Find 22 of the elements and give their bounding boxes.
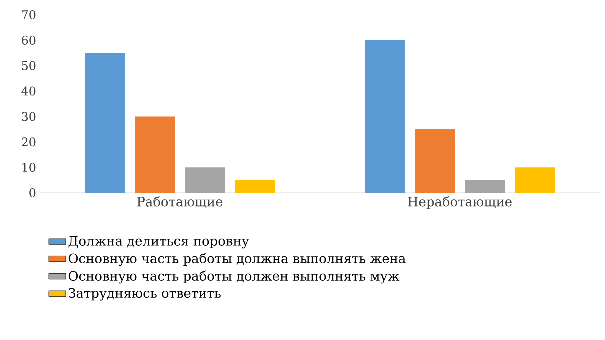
legend-label: Основную часть работы должна выполнять жена [68, 253, 406, 266]
bar [465, 180, 506, 193]
bar [365, 40, 406, 193]
legend-label: Должна делиться поровну [68, 236, 250, 249]
y-tick-label: 70 [22, 10, 36, 20]
bar [85, 53, 125, 193]
x-tick-label: Неработающие [408, 196, 512, 210]
bar [185, 168, 225, 193]
y-tick-label: 60 [22, 36, 36, 45]
legend-label: Основную часть работы должен выполнять муж [68, 270, 400, 284]
y-tick-label: 10 [22, 163, 36, 172]
y-tick-label: 50 [22, 61, 36, 70]
y-tick-label: 30 [22, 112, 36, 122]
y-tick-label: 40 [22, 86, 36, 96]
bar [515, 168, 556, 193]
bar [135, 116, 175, 193]
legend-label: Затрудняюсь ответить [68, 288, 221, 301]
y-tick-label: 20 [22, 138, 36, 147]
x-tick-label: Работающие [137, 196, 223, 208]
bar [415, 129, 456, 193]
y-tick-label: 0 [30, 188, 36, 198]
bar [235, 180, 276, 193]
